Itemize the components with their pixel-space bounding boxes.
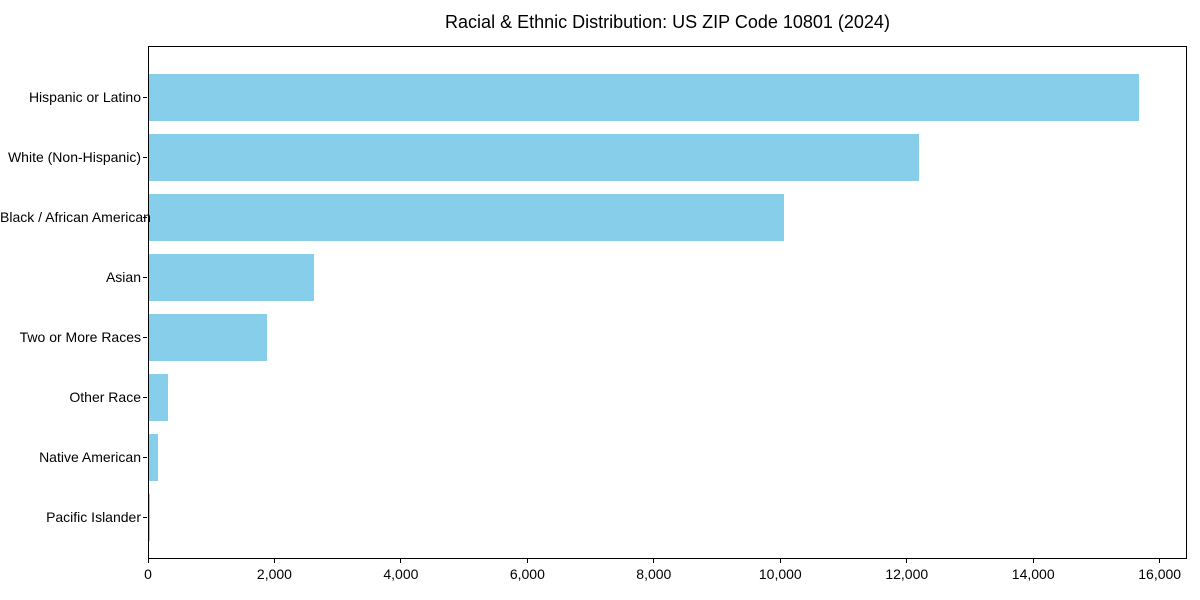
- x-tick-mark: [906, 559, 908, 563]
- y-tick-mark: [143, 457, 147, 458]
- y-tick-label: Black / African American: [0, 209, 151, 225]
- plot-area: [148, 46, 1187, 559]
- bar-black-african-american: [149, 193, 784, 241]
- x-tick-mark: [400, 559, 402, 563]
- bar-white-non-hispanic-: [149, 133, 920, 181]
- y-tick-label: Native American: [39, 449, 141, 465]
- y-tick-mark: [143, 277, 147, 278]
- y-tick-mark: [143, 517, 147, 518]
- x-tick-label: 6,000: [509, 566, 545, 582]
- x-tick-label: 16,000: [1138, 566, 1182, 582]
- y-tick-label: Asian: [105, 269, 141, 285]
- bar-pacific-islander: [149, 493, 150, 541]
- x-tick-mark: [779, 559, 781, 563]
- x-tick-label: 8,000: [636, 566, 672, 582]
- y-tick-label: Other Race: [69, 389, 141, 405]
- x-tick-label: 10,000: [758, 566, 802, 582]
- y-tick-mark: [143, 217, 147, 218]
- y-tick-label: White (Non-Hispanic): [7, 149, 141, 165]
- y-tick-label: Hispanic or Latino: [28, 89, 141, 105]
- bar-two-or-more-races: [149, 313, 267, 361]
- x-tick-label: 4,000: [383, 566, 419, 582]
- x-tick-mark: [1159, 559, 1161, 563]
- x-tick-label: 0: [144, 566, 152, 582]
- bar-other-race: [149, 373, 168, 421]
- bar-asian: [149, 253, 315, 301]
- y-tick-label: Two or More Races: [19, 329, 141, 345]
- x-tick-label: 14,000: [1011, 566, 1055, 582]
- x-tick-mark: [273, 559, 275, 563]
- x-tick-mark: [1032, 559, 1034, 563]
- y-tick-mark: [143, 397, 147, 398]
- y-tick-mark: [143, 97, 147, 98]
- chart-title: Racial & Ethnic Distribution: US ZIP Cod…: [445, 12, 890, 32]
- x-tick-label: 12,000: [885, 566, 929, 582]
- x-tick-mark: [147, 559, 149, 563]
- y-tick-label: Pacific Islander: [46, 509, 141, 525]
- bar-native-american: [149, 433, 159, 481]
- bar-hispanic-or-latino: [149, 73, 1139, 121]
- x-tick-mark: [526, 559, 528, 563]
- y-tick-mark: [143, 157, 147, 158]
- x-tick-mark: [653, 559, 655, 563]
- y-tick-mark: [143, 337, 147, 338]
- x-tick-label: 2,000: [256, 566, 292, 582]
